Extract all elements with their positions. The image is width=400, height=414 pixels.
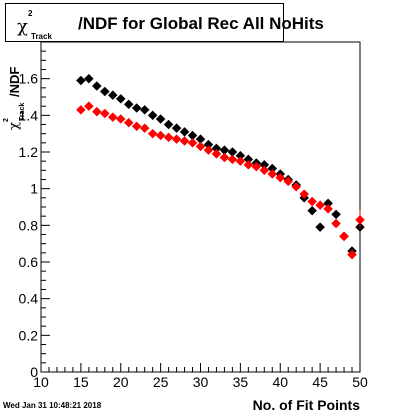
y-axis-label-sup: 2: [3, 118, 10, 122]
data-point: [139, 104, 150, 115]
data-point: [235, 156, 246, 167]
data-point: [139, 123, 150, 134]
data-point: [99, 86, 110, 97]
data-point: [211, 148, 222, 159]
data-point: [187, 137, 198, 148]
x-tick-label: 50: [352, 374, 368, 390]
x-tick-label: 20: [113, 374, 129, 390]
data-point: [203, 145, 214, 156]
x-tick-label: 15: [73, 374, 89, 390]
data-point: [315, 222, 325, 233]
y-axis-label: χ 2 Track /NDF: [3, 67, 26, 130]
data-point: [99, 108, 110, 119]
data-point: [227, 154, 238, 165]
data-point: [251, 161, 262, 172]
y-tick-label: 0.2: [19, 327, 39, 343]
data-point: [299, 189, 310, 200]
title-superscript: 2: [28, 9, 33, 18]
data-point: [267, 169, 278, 179]
data-point: [83, 73, 94, 84]
data-markers: [76, 73, 365, 260]
x-tick-label: 10: [33, 374, 49, 390]
data-point: [147, 128, 158, 139]
data-point: [171, 123, 182, 134]
data-point: [115, 93, 126, 104]
x-tick-label: 40: [272, 374, 288, 390]
data-point: [219, 152, 230, 163]
data-point: [259, 165, 270, 176]
data-point: [179, 136, 190, 146]
y-axis-label-chi: χ: [7, 122, 22, 130]
data-point: [123, 117, 134, 128]
data-point: [76, 104, 86, 115]
data-point: [291, 181, 302, 192]
data-point: [155, 114, 166, 124]
x-tick-label: 35: [233, 374, 249, 390]
y-tick-label: 1.6: [19, 71, 39, 87]
y-tick-label: 0: [30, 364, 38, 380]
chart-title-box: χ 2 Track /NDF for Global Rec All NoHits: [5, 3, 324, 42]
data-point: [147, 110, 158, 121]
axes: 10 15 20 25 30 35 40 45 50 0 0.2 0.4 0.6 0.8 1 1.2 1.4 1.…: [19, 41, 368, 390]
data-point: [163, 119, 174, 130]
data-point: [275, 172, 286, 183]
data-point: [91, 106, 102, 117]
data-point: [171, 134, 182, 145]
x-tick-label: 45: [312, 374, 328, 390]
y-tick-label: 0.8: [19, 217, 39, 233]
timestamp: Wed Jan 31 10:48:21 2018: [3, 401, 102, 410]
y-tick-label: 0.4: [19, 291, 39, 307]
x-tick-label: 25: [153, 374, 169, 390]
y-tick-label: 1.4: [19, 107, 39, 123]
data-point: [131, 121, 142, 132]
title-chi-symbol: χ: [17, 16, 28, 37]
data-point: [83, 101, 94, 112]
data-point: [283, 176, 294, 187]
data-point: [307, 196, 318, 207]
x-axis-label: No. of Fit Points: [252, 397, 360, 413]
y-tick-label: 1: [30, 181, 38, 197]
plot-frame: [40, 41, 361, 373]
y-axis-label-text: /NDF: [7, 67, 22, 97]
y-axis-label-sub: Track: [19, 103, 26, 121]
data-point: [123, 99, 134, 110]
title-subscript: Track: [31, 32, 52, 41]
data-point: [155, 130, 166, 141]
data-point: [323, 203, 333, 214]
data-point: [347, 249, 357, 260]
x-tick-label: 30: [193, 374, 209, 390]
data-point: [91, 81, 102, 91]
data-point: [243, 159, 254, 170]
data-point: [163, 132, 174, 143]
data-point: [331, 218, 341, 229]
data-point: [307, 205, 318, 216]
data-point: [315, 200, 325, 211]
chart-title: /NDF for Global Rec All NoHits: [78, 14, 324, 33]
data-point: [131, 103, 142, 113]
data-point: [107, 90, 118, 101]
data-point: [76, 75, 86, 86]
data-point: [339, 231, 349, 242]
data-point: [115, 114, 126, 124]
y-tick-label: 1.2: [19, 144, 39, 160]
data-point: [107, 112, 118, 123]
data-point: [195, 141, 206, 152]
y-tick-label: 0.6: [19, 254, 39, 270]
